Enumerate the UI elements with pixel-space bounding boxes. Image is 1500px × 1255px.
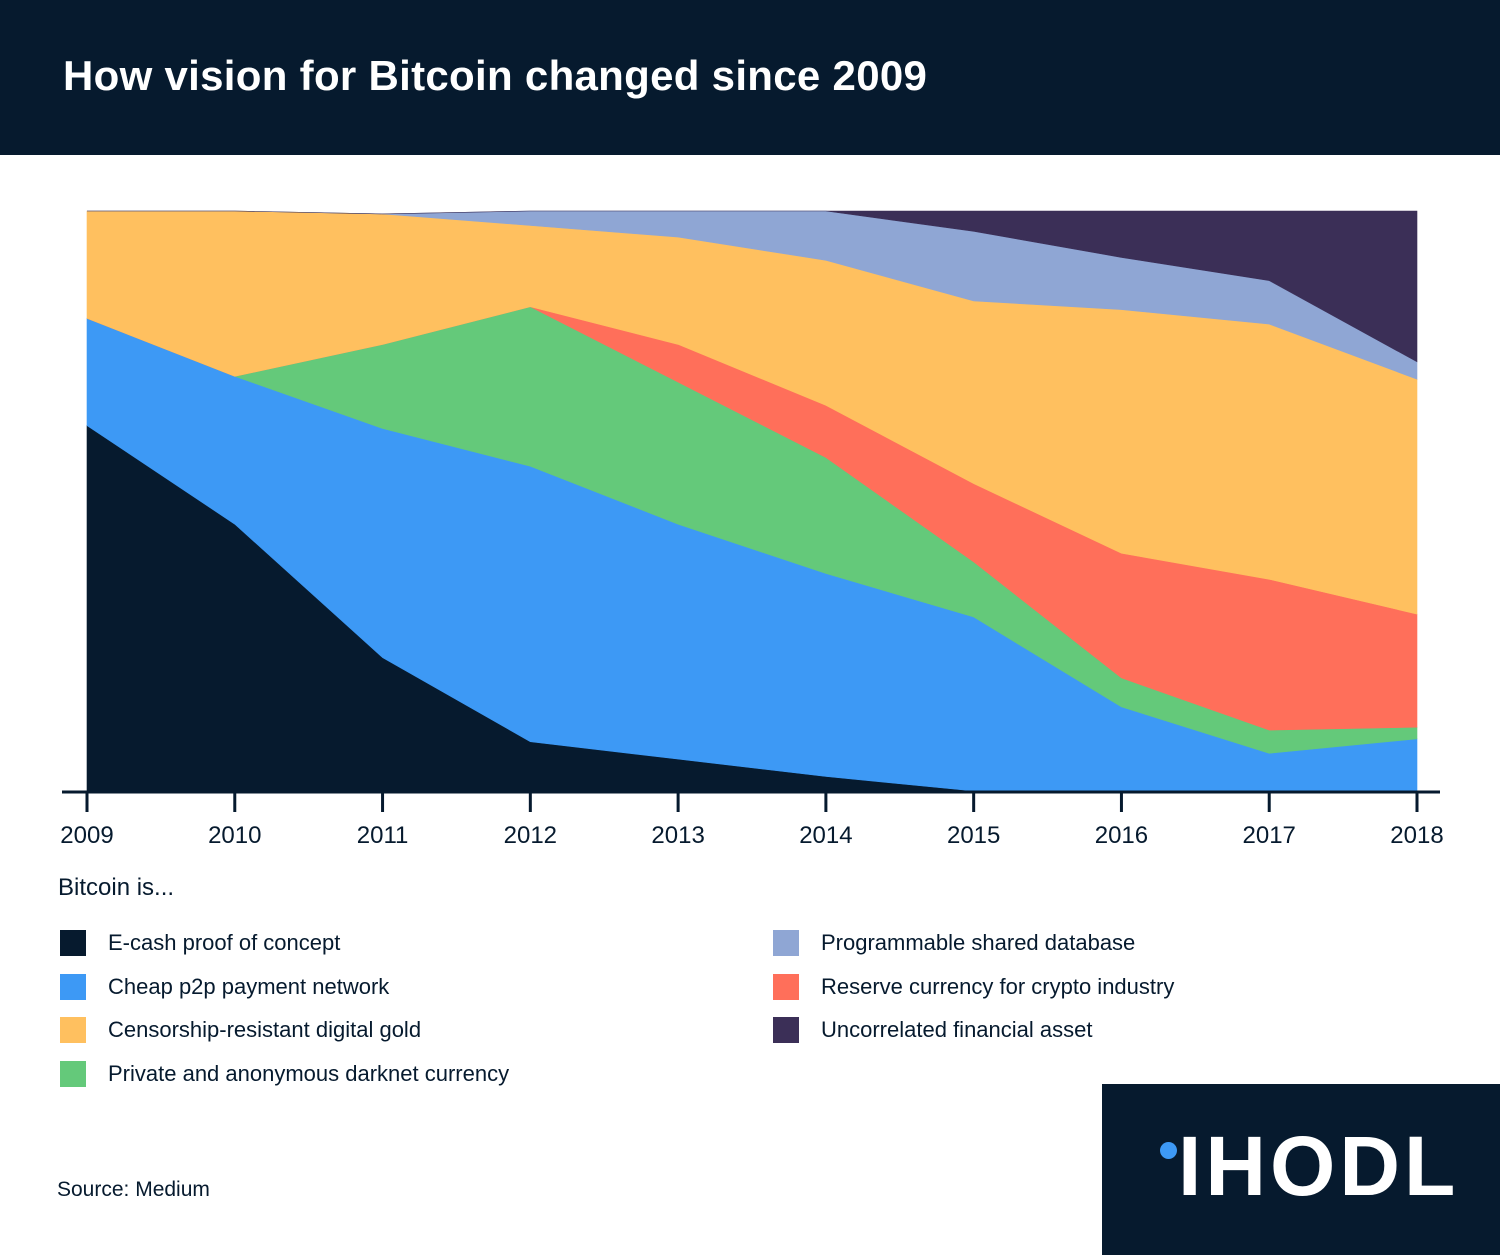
legend-item-reserve-currency: Reserve currency for crypto industry bbox=[773, 973, 1174, 1001]
legend-swatch bbox=[773, 1017, 799, 1043]
legend-swatch bbox=[60, 1017, 86, 1043]
x-tick-label: 2012 bbox=[504, 822, 557, 849]
header-bar: How vision for Bitcoin changed since 200… bbox=[0, 0, 1500, 155]
legend-label: Programmable shared database bbox=[821, 930, 1136, 955]
legend-swatch bbox=[773, 930, 799, 956]
legend-item-digital-gold: Censorship-resistant digital gold bbox=[60, 1016, 421, 1044]
x-tick-label: 2009 bbox=[60, 822, 113, 849]
brand-logo-text: IHODL bbox=[1178, 1119, 1460, 1213]
legend-heading: Bitcoin is... bbox=[58, 874, 175, 901]
x-tick-label: 2016 bbox=[1095, 822, 1148, 849]
legend-item-shared-database: Programmable shared database bbox=[773, 929, 1135, 957]
area-series-6 bbox=[87, 210, 1418, 363]
x-tick-label: 2010 bbox=[208, 822, 261, 849]
legend-item-p2p: Cheap p2p payment network bbox=[60, 973, 389, 1001]
legend-label: Private and anonymous darknet currency bbox=[108, 1061, 510, 1086]
x-tick-label: 2014 bbox=[799, 822, 852, 849]
legend-item-ecash: E-cash proof of concept bbox=[60, 929, 340, 957]
brand-logo-box bbox=[1102, 1084, 1500, 1255]
x-tick-label: 2011 bbox=[357, 822, 409, 849]
legend-label: Uncorrelated financial asset bbox=[821, 1017, 1093, 1042]
legend-label: Censorship-resistant digital gold bbox=[108, 1017, 422, 1042]
page-title: How vision for Bitcoin changed since 200… bbox=[63, 52, 928, 99]
x-tick-label: 2017 bbox=[1243, 822, 1296, 849]
legend-item-darknet: Private and anonymous darknet currency bbox=[60, 1060, 509, 1088]
legend-swatch bbox=[773, 974, 799, 1000]
legend-item-uncorrelated-asset: Uncorrelated financial asset bbox=[773, 1016, 1092, 1044]
x-tick-label: 2013 bbox=[651, 822, 704, 849]
brand-logo-dot-icon bbox=[1160, 1142, 1177, 1159]
x-tick-label: 2015 bbox=[947, 822, 1000, 849]
legend-swatch bbox=[60, 930, 86, 956]
x-tick-label: 2018 bbox=[1390, 822, 1443, 849]
legend-label: Reserve currency for crypto industry bbox=[821, 974, 1175, 999]
legend-label: Cheap p2p payment network bbox=[108, 974, 390, 999]
legend-swatch bbox=[60, 1061, 86, 1087]
source-note: Source: Medium bbox=[57, 1178, 210, 1201]
legend-swatch bbox=[60, 974, 86, 1000]
legend-label: E-cash proof of concept bbox=[108, 930, 341, 955]
